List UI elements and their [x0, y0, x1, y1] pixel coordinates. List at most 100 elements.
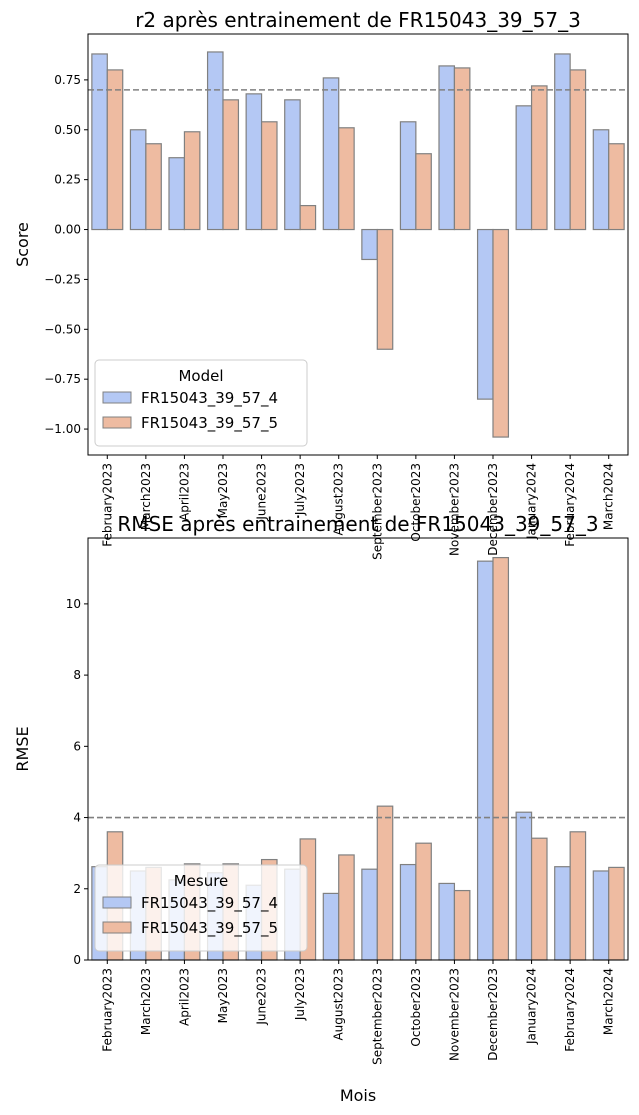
- bar-2-october2023: [415, 842, 432, 961]
- bar-2-march2024: [608, 143, 625, 231]
- bar-2-january2024: [530, 85, 548, 231]
- x-tick-label-february2024: February2024: [563, 463, 577, 547]
- bar-1-september2023: [361, 868, 378, 961]
- y-axis-label: Score: [13, 222, 32, 267]
- bar-2-april2023: [183, 131, 201, 231]
- bar-2-august2023: [338, 127, 355, 231]
- x-tick-label-april2023: April2023: [177, 968, 191, 1026]
- bar-2-february2023: [106, 69, 124, 231]
- bar-2-january2024: [530, 837, 548, 961]
- bar-1-march2024: [592, 129, 610, 231]
- bar-1-november2023: [438, 882, 456, 961]
- bar-1-april2023: [168, 157, 186, 231]
- legend-title: Model: [178, 367, 223, 385]
- y-tick-label: −0.50: [44, 322, 81, 336]
- x-tick-label-november2023: November2023: [447, 968, 461, 1061]
- bar-2-september2023: [376, 228, 394, 350]
- y-tick-label: −0.75: [44, 372, 81, 386]
- bar-1-july2023: [284, 99, 301, 231]
- x-tick-label-february2023: February2023: [100, 463, 114, 547]
- x-tick-label-march2023: March2023: [139, 463, 153, 530]
- bar-1-january2024: [515, 811, 533, 961]
- bar-1-october2023: [399, 863, 417, 961]
- x-tick-label-december2023: December2023: [486, 968, 500, 1061]
- bar-1-june2023: [245, 93, 263, 231]
- legend-label-2: FR15043_39_57_5: [141, 414, 278, 433]
- bar-1-february2024: [554, 866, 571, 961]
- plot-frame: [87, 33, 629, 456]
- bar-1-may2023: [206, 51, 224, 231]
- y-tick-label: 10: [66, 597, 81, 611]
- bar-1-december2023: [476, 560, 494, 961]
- x-tick-label-august2023: August2023: [332, 968, 346, 1041]
- bar-1-august2023: [322, 77, 340, 231]
- y-tick-label: 4: [73, 811, 81, 825]
- legend-swatch-1: [102, 896, 132, 909]
- bar-1-december2023: [476, 228, 494, 400]
- x-tick-label-august2023: August2023: [332, 463, 346, 536]
- y-tick-label: 2: [73, 882, 81, 896]
- legend-box: [94, 359, 308, 447]
- y-tick-label: 0.25: [54, 173, 81, 187]
- legend-label-2: FR15043_39_57_5: [141, 919, 278, 938]
- bar-1-october2023: [399, 121, 417, 231]
- y-tick-label: −1.00: [44, 422, 81, 436]
- bar-2-june2023: [260, 121, 278, 231]
- plot-frame: [87, 537, 629, 961]
- bar-2-december2023: [492, 556, 510, 961]
- x-tick-label-february2024: February2024: [563, 968, 577, 1052]
- x-tick-label-may2023: May2023: [216, 463, 230, 518]
- x-tick-label-march2024: March2024: [602, 463, 616, 530]
- bar-2-december2023: [492, 228, 510, 438]
- x-tick-label-october2023: October2023: [409, 968, 423, 1047]
- rmse-chart: 0 2 4 6 8 10 February2023 March2023 April2023 May…: [13, 512, 629, 1105]
- x-tick-label-may2023: May2023: [216, 968, 230, 1023]
- x-tick-label-march2024: March2024: [602, 968, 616, 1035]
- bar-2-february2024: [569, 69, 587, 231]
- legend-box: [94, 864, 308, 952]
- x-tick-label-march2023: March2023: [139, 968, 153, 1035]
- r2-chart: −1.00 −0.75 −0.50 −0.25 0.00 0.25 0.50 0.75 Febr…: [13, 8, 629, 560]
- y-tick-label: 0.75: [54, 73, 81, 87]
- legend-swatch-2: [102, 921, 132, 934]
- legend-swatch-2: [102, 416, 132, 429]
- y-tick-label: −0.25: [44, 272, 81, 286]
- legend-title: Mesure: [174, 872, 229, 890]
- y-axis-label: RMSE: [13, 726, 32, 771]
- bar-2-september2023: [376, 805, 394, 961]
- y-tick-label: 0.00: [54, 223, 81, 237]
- y-tick-label: 8: [73, 668, 81, 682]
- y-tick-label: 6: [73, 739, 81, 753]
- x-tick-label-september2023: September2023: [370, 968, 384, 1065]
- x-tick-label-july2023: July2023: [293, 463, 307, 516]
- chart-title: RMSE après entrainement de FR15043_39_57…: [117, 512, 598, 536]
- bar-2-october2023: [415, 153, 432, 231]
- bar-2-february2024: [569, 831, 587, 961]
- bar-2-may2023: [222, 99, 240, 231]
- x-tick-label-november2023: November2023: [447, 463, 461, 556]
- bar-1-march2023: [129, 129, 147, 231]
- bar-1-september2023: [361, 228, 378, 261]
- x-tick-label-october2023: October2023: [409, 463, 423, 542]
- x-tick-label-december2023: December2023: [486, 463, 500, 556]
- legend-label-1: FR15043_39_57_4: [141, 894, 278, 913]
- x-tick-label-september2023: September2023: [370, 463, 384, 560]
- bar-2-july2023: [299, 204, 317, 231]
- bar-1-january2024: [515, 105, 533, 231]
- x-tick-label-january2024: January2024: [525, 968, 539, 1045]
- legend-swatch-1: [102, 391, 132, 404]
- y-tick-label: 0: [73, 953, 81, 967]
- x-tick-label-july2023: July2023: [293, 968, 307, 1021]
- bar-2-march2023: [145, 143, 162, 231]
- bar-1-august2023: [322, 892, 340, 961]
- bar-2-march2024: [608, 866, 625, 961]
- x-tick-label-january2024: January2024: [525, 463, 539, 540]
- bar-1-february2023: [91, 53, 108, 231]
- bar-2-november2023: [453, 889, 471, 961]
- x-tick-label-june2023: June2023: [255, 968, 269, 1026]
- bar-1-february2024: [554, 53, 571, 231]
- chart-title: r2 après entrainement de FR15043_39_57_3: [135, 8, 581, 32]
- x-axis-label: Mois: [340, 1086, 376, 1105]
- bar-2-november2023: [453, 67, 471, 231]
